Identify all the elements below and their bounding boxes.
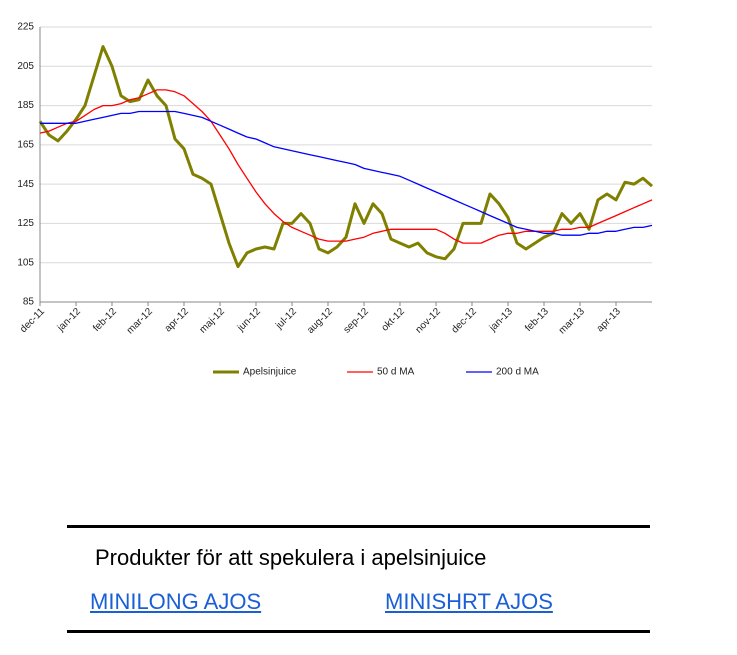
x-tick-label: dec-12 [450,306,480,336]
y-tick-label: 105 [17,257,34,268]
top-rule [67,525,650,528]
y-tick-label: 185 [17,100,34,111]
x-tick-label: nov-12 [414,306,444,336]
x-tick-label: dec-11 [18,306,47,335]
y-tick-label: 165 [17,139,34,150]
chart: 85 105 125 145 165 185 205 225 dec-11 jan-12 feb-1… [17,22,653,378]
x-tick-label: maj-12 [198,306,228,336]
x-tick-label: aug-12 [305,306,335,336]
x-tick-label: feb-13 [523,306,551,334]
x-tick-label: okt-12 [380,306,408,334]
x-tick-label: jul-12 [273,306,299,332]
x-tick-label: sep-12 [342,306,372,336]
bottom-rule [67,630,650,633]
series-line [39,89,653,244]
y-tick-label: 145 [17,179,34,190]
series-line [38,45,653,269]
legend-label: 200 d MA [496,367,539,378]
y-tick-label: 225 [17,22,34,33]
x-tick-label: feb-12 [91,306,119,334]
y-tick-label: 85 [23,297,35,308]
x-tick-label: jan-13 [487,306,515,334]
legend-label: Apelsinjuice [243,367,297,378]
product-link[interactable]: MINISHRT AJOS [385,589,553,614]
products-title: Produkter för att spekulera i apelsinjui… [95,545,487,570]
series-line [40,110,653,236]
product-link[interactable]: MINILONG AJOS [90,589,262,614]
y-tick-label: 125 [17,218,34,229]
x-tick-label: apr-12 [163,306,192,335]
x-tick-label: mar-13 [557,306,587,336]
legend-label: 50 d MA [377,367,415,378]
y-tick-label: 205 [17,61,34,72]
x-tick-label: apr-13 [595,306,624,335]
x-tick-label: jan-12 [55,306,83,334]
x-tick-label: jun-12 [235,306,263,334]
x-tick-label: mar-12 [125,306,155,336]
